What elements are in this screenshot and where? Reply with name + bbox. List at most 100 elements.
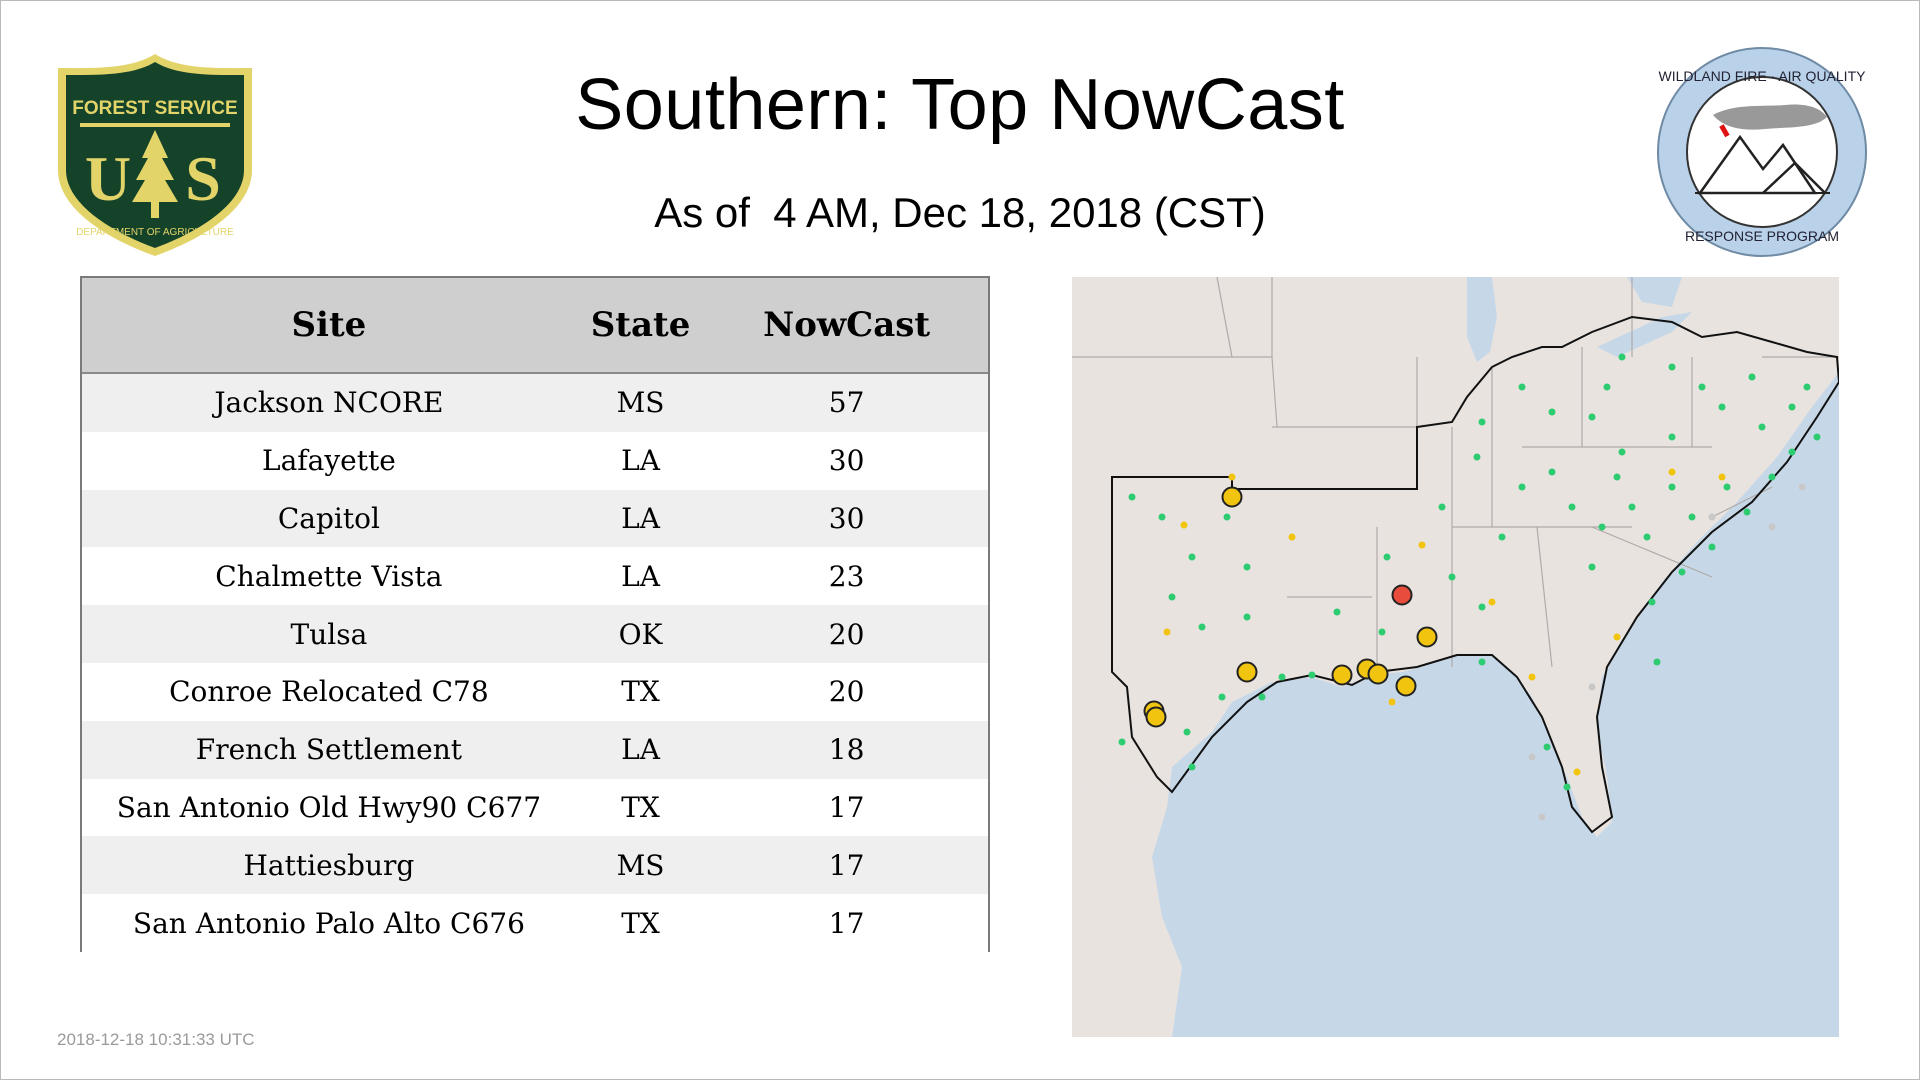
forest-service-logo: FOREST SERVICE U S DEPARTMENT OF AGRICUL… [58,54,252,256]
page-subtitle: As of 4 AM, Dec 18, 2018 (CST) [654,189,1266,236]
monitor-point [1813,433,1821,441]
table-row: Chalmette Vista LA 23 [82,547,988,606]
nowcast-cell: 18 [828,733,865,767]
monitor-point [1803,383,1811,391]
monitor-point [1668,468,1676,476]
monitor-point [1198,623,1206,631]
wildland-fire-air-quality-logo: WILDLAND FIRE · AIR QUALITY RESPONSE PRO… [1657,47,1867,257]
monitor-point [1643,533,1651,541]
state-cell: OK [618,617,663,651]
site-cell: Lafayette [262,444,396,478]
monitor-point [1418,541,1426,549]
nowcast-highlight-point [1221,486,1243,508]
monitor-point [1180,521,1188,529]
nowcast-table: Site State NowCast Jackson NCORE MS 57 Laf… [80,276,990,952]
monitor-point [1563,783,1571,791]
monitor-point [1388,698,1396,706]
nowcast-highlight-point [1416,626,1438,648]
monitor-point [1668,363,1676,371]
column-header-nowcast: NowCast [763,305,931,345]
lake-michigan [1467,277,1497,362]
nowcast-cell: 17 [828,906,865,940]
monitor-point [1723,483,1731,491]
monitor-point [1473,453,1481,461]
monitor-point [1613,633,1621,641]
state-cell: MS [616,848,665,882]
monitor-point [1548,468,1556,476]
gulf-of-mexico [1072,372,1839,1037]
monitor-point [1653,658,1661,666]
nowcast-cell: 17 [828,790,865,824]
monitor-point [1573,768,1581,776]
site-cell: Capitol [277,501,380,535]
monitor-point [1708,543,1716,551]
monitor-point [1118,738,1126,746]
state-cell: LA [621,559,660,593]
nowcast-highlight-point [1331,664,1353,686]
svg-text:FOREST SERVICE: FOREST SERVICE [72,98,237,119]
nowcast-cell: 30 [828,444,865,478]
nowcast-highlight-point [1145,706,1167,728]
state-cell: LA [621,501,660,535]
state-cell: MS [616,386,665,420]
state-cell: TX [621,906,660,940]
monitor-point [1218,693,1226,701]
monitor-point [1333,608,1341,616]
table-row: Lafayette LA 30 [82,431,988,490]
monitor-point [1258,693,1266,701]
svg-text:DEPARTMENT OF AGRICULTURE: DEPARTMENT OF AGRICULTURE [76,227,234,238]
monitor-point [1538,813,1546,821]
monitor-point [1188,763,1196,771]
site-cell: Conroe Relocated C78 [169,675,489,709]
monitor-point [1698,383,1706,391]
table-row: Jackson NCORE MS 57 [82,374,988,432]
monitor-point [1168,593,1176,601]
monitor-point [1668,483,1676,491]
lake-huron [1627,277,1682,307]
monitor-point [1598,523,1606,531]
monitor-point [1718,473,1726,481]
table-row: Conroe Relocated C78 TX 20 [82,662,988,721]
monitor-point [1588,413,1596,421]
monitor-point [1688,513,1696,521]
monitor-point [1498,533,1506,541]
monitor-point [1158,513,1166,521]
monitor-point [1188,553,1196,561]
monitor-point [1788,448,1796,456]
nowcast-highlight-point [1236,661,1258,683]
monitor-point [1378,628,1386,636]
monitor-point [1628,503,1636,511]
nowcast-cell: 17 [828,848,865,882]
monitor-point [1678,568,1686,576]
monitor-point [1383,553,1391,561]
monitor-point [1588,683,1596,691]
monitor-point [1288,533,1296,541]
monitor-point [1768,523,1776,531]
monitor-points [1118,353,1821,821]
monitor-point [1243,613,1251,621]
monitor-point [1718,403,1726,411]
nowcast-highlight-point [1395,675,1417,697]
nowcast-cell: 30 [828,501,865,535]
site-cell: Tulsa [290,617,368,651]
page-title: Southern: Top NowCast [575,65,1345,145]
monitor-point [1278,673,1286,681]
table-row: Tulsa OK 20 [82,605,988,663]
monitor-point [1618,353,1626,361]
nowcast-cell: 23 [828,559,865,593]
state-cell: LA [621,733,660,767]
monitor-point [1588,563,1596,571]
monitor-point [1163,628,1171,636]
monitor-point [1478,658,1486,666]
monitor-point [1183,728,1191,736]
nowcast-cell: 57 [828,386,865,420]
table-row: Capitol LA 30 [82,489,988,548]
monitor-point [1568,503,1576,511]
table-row: San Antonio Palo Alto C676 TX 17 [82,894,988,952]
column-header-state: State [590,305,691,345]
state-cell: TX [621,675,660,709]
monitor-point [1603,383,1611,391]
state-cell: TX [621,790,660,824]
monitor-point [1438,503,1446,511]
monitor-point [1748,373,1756,381]
